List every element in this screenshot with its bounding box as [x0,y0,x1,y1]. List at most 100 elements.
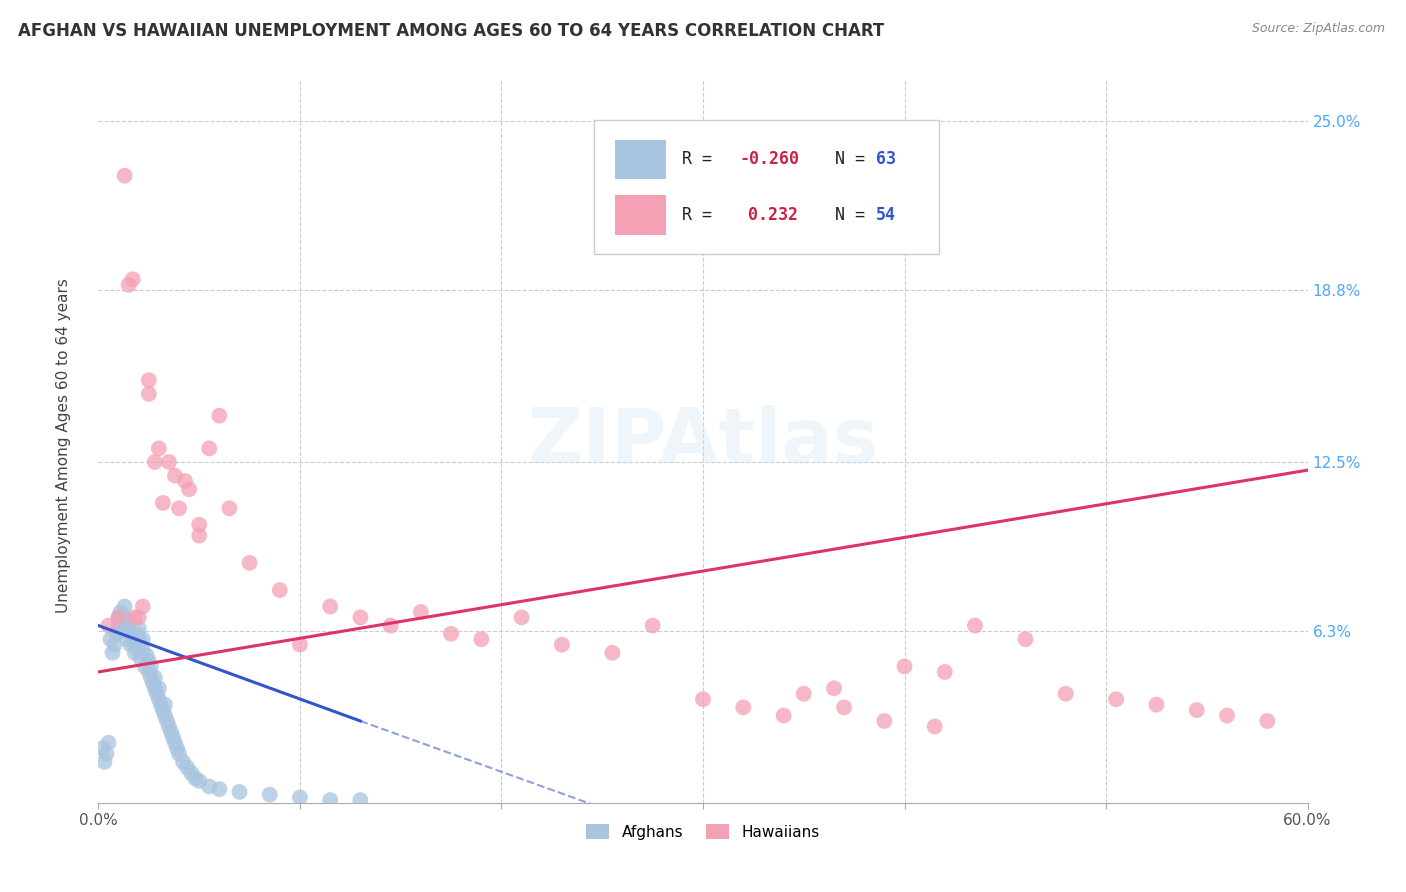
Point [873,714,896,728]
Text: Unemployment Among Ages 60 to 64 years: Unemployment Among Ages 60 to 64 years [56,278,70,614]
Point [111,624,134,638]
Point [188,528,211,542]
Text: R =: R = [682,150,723,168]
Point [965,618,987,632]
Point [893,659,915,673]
Point [1146,698,1168,712]
Point [125,626,148,640]
Point [733,700,755,714]
Point [148,442,170,456]
Point [143,681,166,696]
Point [1216,708,1239,723]
Text: ZIPAtlas: ZIPAtlas [527,405,879,478]
Point [121,630,143,644]
Point [832,700,855,714]
Point [924,719,946,733]
Point [91,741,114,756]
Point [114,599,136,614]
Point [118,277,141,292]
Point [124,635,146,649]
Point [132,599,155,614]
Point [319,599,342,614]
Point [167,501,190,516]
Point [148,692,170,706]
Point [440,626,463,640]
Point [120,638,142,652]
Point [198,442,221,456]
Point [602,646,624,660]
Point [115,632,138,647]
Point [163,736,186,750]
Point [97,736,120,750]
Point [269,583,291,598]
Point [470,632,492,647]
FancyBboxPatch shape [614,195,665,235]
Point [208,409,231,423]
Point [124,646,146,660]
Point [152,496,174,510]
Point [188,517,211,532]
Point [139,670,162,684]
Point [288,638,311,652]
Text: 63: 63 [876,150,896,168]
Point [118,613,141,627]
Point [128,632,150,647]
Point [107,618,129,632]
Point [174,474,197,488]
Point [188,774,211,789]
Text: N =: N = [815,206,876,224]
Point [772,708,794,723]
Point [319,793,342,807]
Point [114,613,136,627]
Point [184,771,207,785]
Point [139,659,162,673]
Point [101,646,124,660]
Point [146,687,169,701]
Point [114,169,136,183]
Point [1185,703,1208,717]
FancyBboxPatch shape [595,120,939,253]
Point [510,610,533,624]
Point [153,708,176,723]
Point [218,501,240,516]
Point [93,755,115,769]
Point [349,793,371,807]
Point [96,747,118,761]
Point [179,482,201,496]
Text: R =: R = [682,206,733,224]
Point [163,468,186,483]
Point [129,651,152,665]
Point [176,760,198,774]
Point [934,665,956,679]
Text: AFGHAN VS HAWAIIAN UNEMPLOYMENT AMONG AGES 60 TO 64 YEARS CORRELATION CHART: AFGHAN VS HAWAIIAN UNEMPLOYMENT AMONG AG… [18,22,884,40]
Point [409,605,432,619]
Point [143,455,166,469]
Point [349,610,371,624]
Text: N =: N = [815,150,876,168]
Point [100,632,122,647]
Point [105,626,128,640]
Point [160,725,183,739]
Text: Source: ZipAtlas.com: Source: ZipAtlas.com [1251,22,1385,36]
Point [124,610,146,624]
Text: 54: 54 [876,206,896,224]
Point [1105,692,1128,706]
Point [172,755,194,769]
Point [153,698,176,712]
Point [166,741,188,756]
Text: 0.232: 0.232 [748,206,797,224]
Point [1256,714,1278,728]
Point [103,638,125,652]
Point [128,621,150,635]
Point [152,703,174,717]
Point [239,556,262,570]
Point [156,714,179,728]
Point [138,387,160,401]
Point [551,638,574,652]
Point [288,790,311,805]
Point [143,670,166,684]
Point [128,643,150,657]
Text: -0.260: -0.260 [740,150,799,168]
Point [793,687,815,701]
Point [134,659,156,673]
